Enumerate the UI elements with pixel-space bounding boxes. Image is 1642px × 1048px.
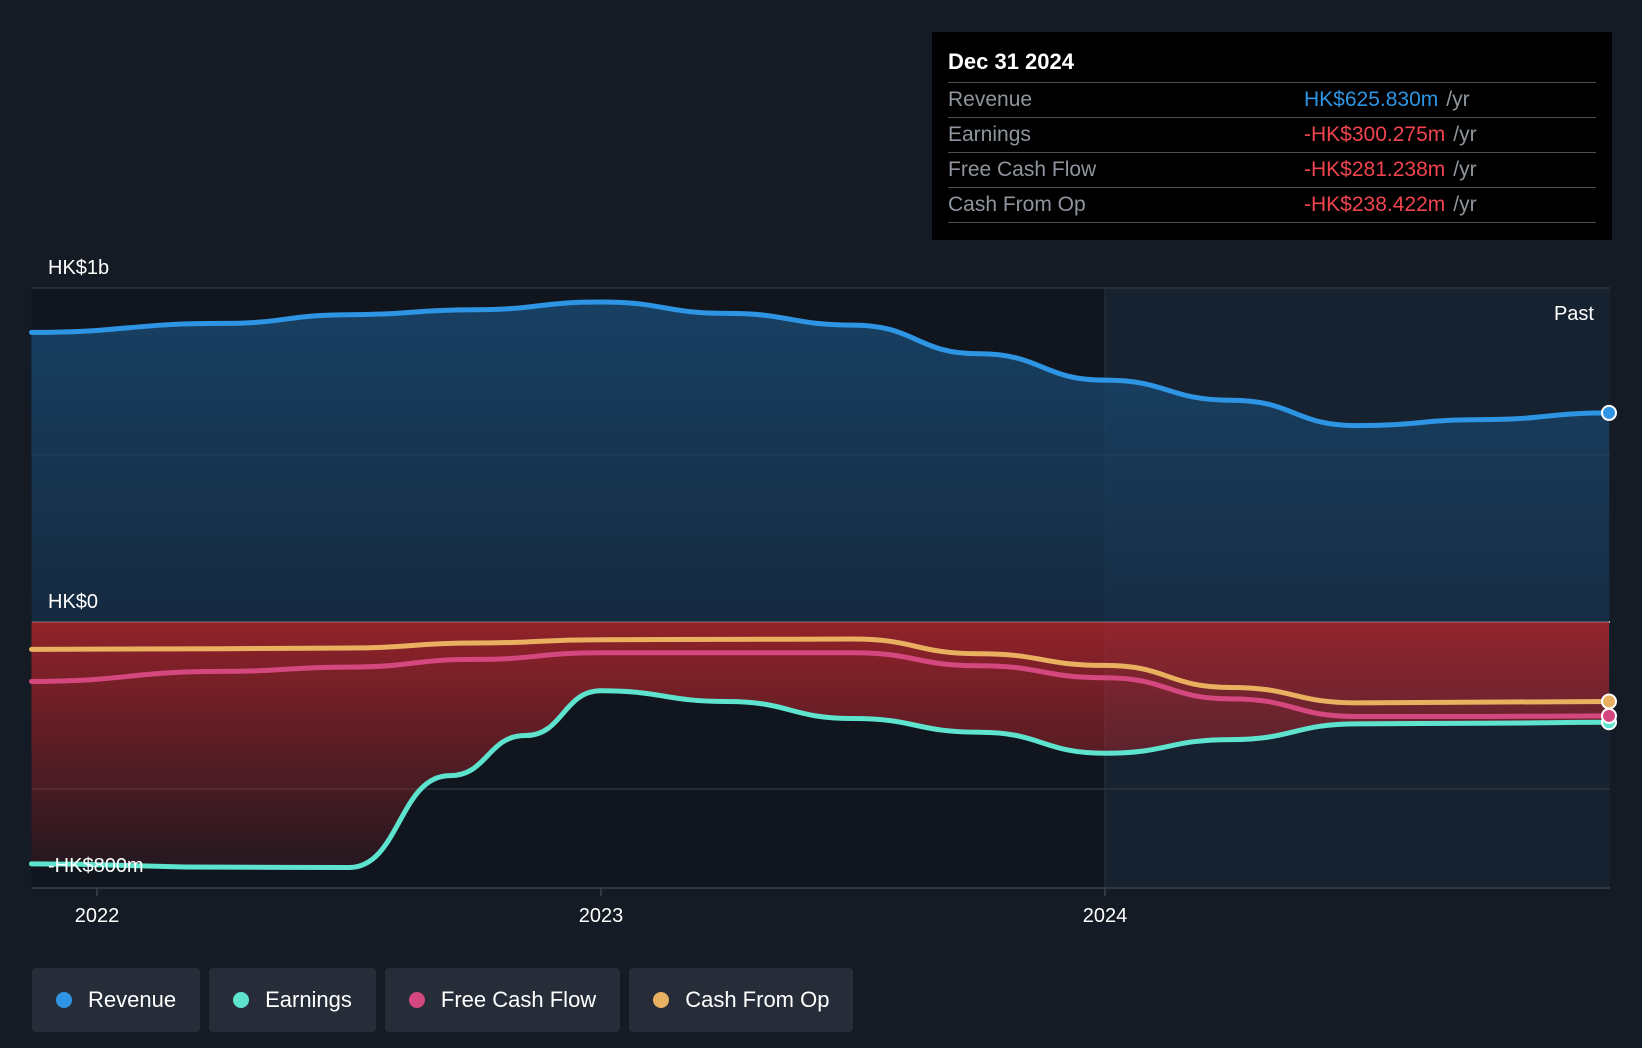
tooltip-date: Dec 31 2024 (948, 49, 1074, 74)
tooltip-value: -HK$281.238m (1304, 158, 1446, 181)
free-cash-flow-line (28, 650, 1612, 720)
tooltip-row-revenue: Revenue HK$625.830m /yr (948, 82, 1596, 117)
y-tick-label: HK$1b (48, 257, 109, 279)
legend-label: Cash From Op (685, 987, 830, 1012)
free-cash-flow-dot-icon (408, 992, 425, 1008)
revenue-dot-icon (56, 992, 72, 1008)
y-tick-label: -HK$800m (48, 855, 144, 877)
tooltip-unit: /yr (1446, 88, 1470, 111)
legend-item-cash-from-op[interactable]: Cash From Op (629, 968, 854, 1032)
revenue-area (31, 302, 1610, 622)
earnings-dot-icon (233, 992, 250, 1008)
tooltip-label: Free Cash Flow (948, 158, 1097, 181)
tooltip-value: -HK$300.275m (1304, 123, 1446, 146)
tooltip-unit: /yr (1453, 193, 1477, 216)
revenue-end-point (1601, 404, 1617, 421)
cash-from-op-dot-icon (653, 992, 670, 1008)
tooltip-panel: Dec 31 2024 Revenue HK$625.830m /yr Earn… (932, 32, 1612, 240)
tooltip-label: Revenue (948, 88, 1033, 111)
legend-label: Earnings (265, 987, 352, 1012)
tooltip-label: Earnings (948, 123, 1031, 146)
cash-from-op-line (28, 636, 1612, 706)
x-tick-label: 2024 (1083, 905, 1128, 927)
free-cash-flow-end-point (1601, 707, 1617, 724)
negative-area (31, 622, 1610, 868)
legend: Revenue Earnings Free Cash Flow Cash Fro… (32, 968, 854, 1032)
legend-item-revenue[interactable]: Revenue (32, 968, 201, 1032)
legend-item-earnings[interactable]: Earnings (209, 968, 376, 1032)
x-tick-label: 2022 (75, 905, 120, 927)
earnings-line (28, 688, 1612, 870)
revenue-line (28, 299, 1612, 429)
tooltip-value: -HK$238.422m (1304, 193, 1446, 216)
legend-item-free-cash-flow[interactable]: Free Cash Flow (384, 968, 621, 1032)
tooltip-value: HK$625.830m (1304, 88, 1439, 111)
tooltip-unit: /yr (1453, 158, 1477, 181)
past-label: Past (1554, 303, 1594, 325)
tooltip-row-free-cash-flow: Free Cash Flow -HK$281.238m /yr (948, 152, 1596, 187)
legend-label: Revenue (88, 987, 177, 1012)
tooltip-unit: /yr (1453, 123, 1477, 146)
cash-from-op-end-point (1601, 693, 1617, 710)
tooltip-row-cash-from-op: Cash From Op -HK$238.422m /yr (948, 187, 1596, 223)
legend-label: Free Cash Flow (440, 987, 597, 1012)
y-tick-label: HK$0 (48, 591, 98, 613)
tooltip-label: Cash From Op (948, 193, 1086, 216)
x-tick-label: 2023 (579, 905, 624, 927)
tooltip-row-earnings: Earnings -HK$300.275m /yr (948, 117, 1596, 152)
